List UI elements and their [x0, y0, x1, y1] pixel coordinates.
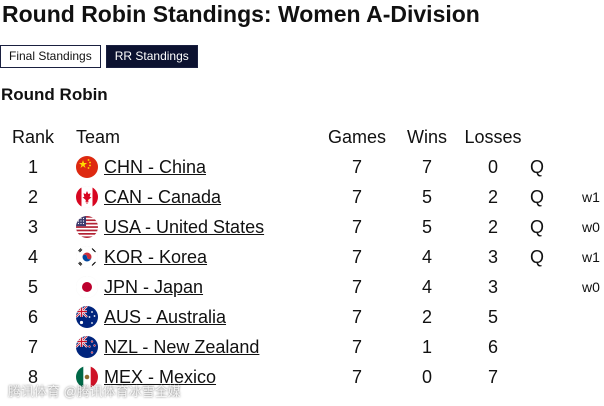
page-title: Round Robin Standings: Women A-Division [2, 1, 480, 27]
qualified-cell: Q [530, 246, 545, 267]
header-rank: Rank [11, 126, 55, 147]
games-cell: 7 [351, 276, 362, 297]
wins-cell: 4 [421, 246, 432, 267]
team-cell: NZL - New Zealand [66, 332, 322, 362]
usa-flag-icon [76, 216, 98, 238]
wins-cell: 2 [421, 306, 432, 327]
team-link[interactable]: CHN - China [104, 156, 207, 177]
team-cell: KOR - Korea [66, 242, 322, 272]
rank-cell: 5 [27, 276, 38, 297]
standings-table: Rank Team Games Wins Losses 1 CHN - China… [0, 122, 600, 392]
rank-cell: 6 [27, 306, 38, 327]
team-cell: JPN - Japan [66, 272, 322, 302]
canada-flag-icon [76, 186, 98, 208]
wins-cell: 4 [421, 276, 432, 297]
korea-flag-icon [76, 246, 98, 268]
tiebreak-cell [576, 332, 600, 362]
games-cell: 7 [351, 306, 362, 327]
tiebreak-cell: w1 [582, 249, 600, 265]
rank-cell: 2 [27, 186, 38, 207]
header-team: Team [76, 126, 121, 147]
qualified-cell: Q [530, 156, 545, 177]
wins-cell: 7 [421, 156, 432, 177]
games-cell: 7 [351, 366, 362, 387]
team-link[interactable]: USA - United States [104, 216, 265, 237]
table-row: 7 NZL - New Zealand 7 1 6 [0, 332, 600, 362]
tab-rr-standings[interactable]: RR Standings [105, 45, 198, 68]
team-cell: CHN - China [66, 152, 322, 182]
header-losses: Losses [464, 126, 522, 147]
losses-cell: 2 [487, 186, 498, 207]
mexico-flag-icon [76, 366, 98, 388]
team-cell: MEX - Mexico [66, 362, 322, 392]
tiebreak-cell [576, 152, 600, 182]
team-link[interactable]: CAN - Canada [104, 186, 222, 207]
team-link[interactable]: AUS - Australia [104, 306, 227, 327]
china-flag-icon [76, 156, 98, 178]
team-link[interactable]: JPN - Japan [104, 276, 204, 297]
tiebreak-cell: w1 [582, 189, 600, 205]
wins-cell: 5 [421, 186, 432, 207]
qualified-cell: Q [530, 216, 545, 237]
rank-cell: 4 [27, 246, 38, 267]
wins-cell: 0 [421, 366, 432, 387]
rank-cell: 3 [27, 216, 38, 237]
tiebreak-cell: w0 [582, 279, 600, 295]
table-header-row: Rank Team Games Wins Losses [0, 122, 600, 152]
rank-cell: 8 [27, 366, 38, 387]
games-cell: 7 [351, 246, 362, 267]
tiebreak-cell: w0 [582, 219, 600, 235]
australia-flag-icon [76, 306, 98, 328]
tiebreak-cell [576, 302, 600, 332]
header-games: Games [327, 126, 387, 147]
losses-cell: 0 [487, 156, 498, 177]
team-link[interactable]: NZL - New Zealand [104, 336, 260, 357]
japan-flag-icon [76, 276, 98, 298]
losses-cell: 3 [487, 246, 498, 267]
qualified-cell [524, 302, 576, 332]
team-link[interactable]: KOR - Korea [104, 246, 208, 267]
wins-cell: 5 [421, 216, 432, 237]
wins-cell: 1 [421, 336, 432, 357]
games-cell: 7 [351, 216, 362, 237]
losses-cell: 6 [487, 336, 498, 357]
qualified-cell [524, 362, 576, 392]
table-row: 8 MEX - Mexico 7 0 7 [0, 362, 600, 392]
qualified-cell [524, 272, 576, 302]
table-row: 5 JPN - Japan 7 4 3 w0 [0, 272, 600, 302]
table-row: 6 AUS - Australia 7 2 5 [0, 302, 600, 332]
losses-cell: 5 [487, 306, 498, 327]
team-cell: CAN - Canada [66, 182, 322, 212]
losses-cell: 2 [487, 216, 498, 237]
section-title: Round Robin [1, 85, 108, 104]
header-wins: Wins [407, 126, 447, 147]
team-link[interactable]: MEX - Mexico [104, 366, 217, 387]
table-row: 1 CHN - China 7 7 0 Q [0, 152, 600, 182]
team-cell: USA - United States [66, 212, 322, 242]
losses-cell: 7 [487, 366, 498, 387]
tab-final-standings[interactable]: Final Standings [0, 45, 101, 68]
tiebreak-cell [576, 362, 600, 392]
qualified-cell [524, 332, 576, 362]
standings-tabs: Final Standings RR Standings [0, 45, 198, 68]
games-cell: 7 [351, 336, 362, 357]
new-zealand-flag-icon [76, 336, 98, 358]
team-cell: AUS - Australia [66, 302, 322, 332]
qualified-cell: Q [530, 186, 545, 207]
rank-cell: 7 [27, 336, 38, 357]
rank-cell: 1 [27, 156, 38, 177]
games-cell: 7 [351, 186, 362, 207]
games-cell: 7 [351, 156, 362, 177]
losses-cell: 3 [487, 276, 498, 297]
